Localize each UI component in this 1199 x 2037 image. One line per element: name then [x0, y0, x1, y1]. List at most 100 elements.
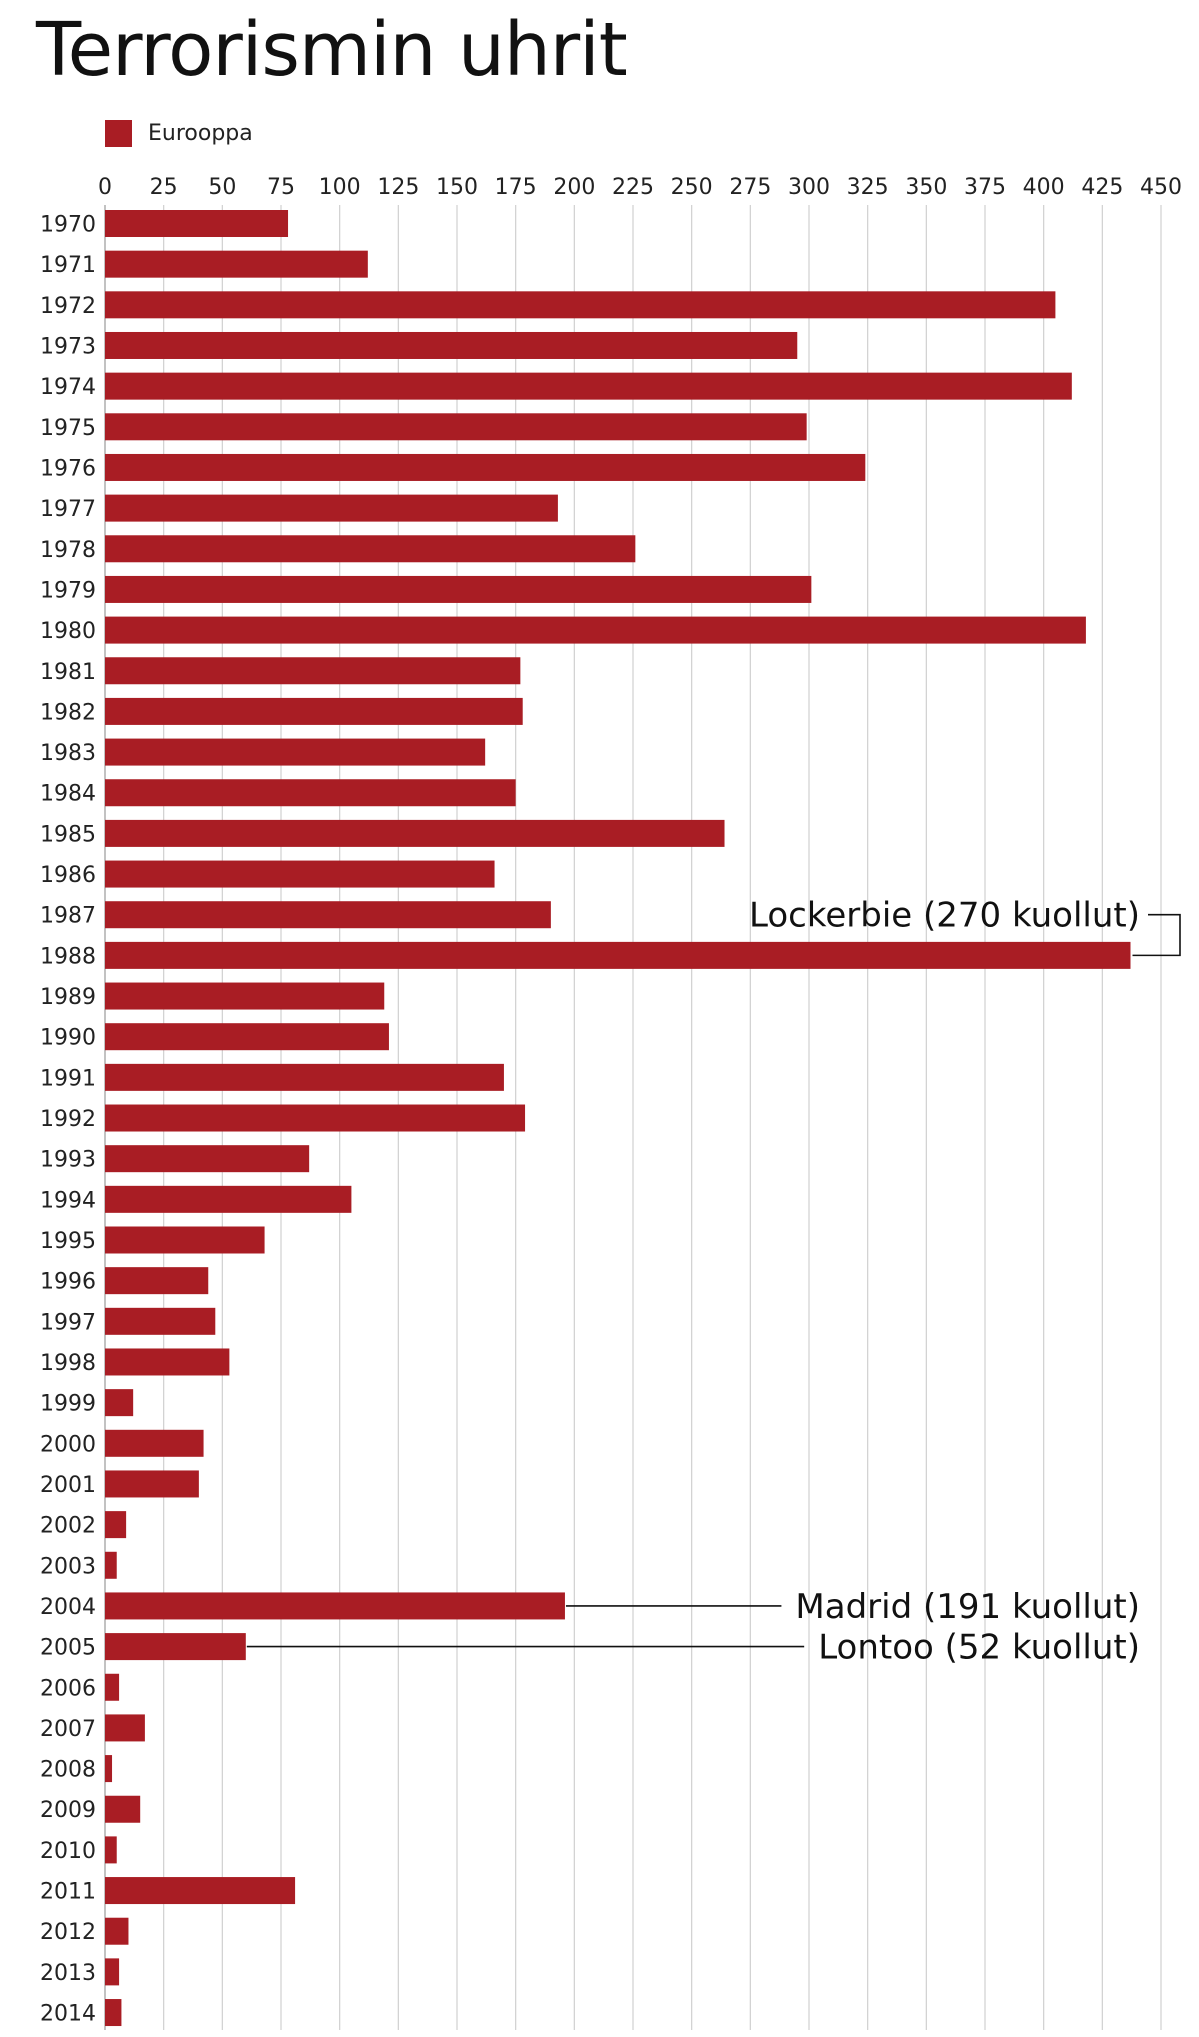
y-tick-label: 1974: [40, 375, 96, 400]
bar-2008: [105, 1755, 113, 1783]
bar-1992: [105, 1104, 526, 1132]
bar-1994: [105, 1185, 352, 1213]
bar-2003: [105, 1551, 117, 1579]
y-tick-label: 1996: [40, 1270, 96, 1295]
y-tick-label: 2004: [40, 1595, 96, 1620]
y-tick-label: 1991: [40, 1066, 96, 1091]
x-tick-label: 50: [208, 175, 236, 200]
y-tick-label: 1971: [40, 253, 96, 278]
x-tick-label: 375: [964, 175, 1006, 200]
y-tick-label: 2012: [40, 1920, 96, 1945]
x-tick-label: 175: [495, 175, 537, 200]
annotations: Lockerbie (270 kuollut) Madrid (191 kuoll…: [246, 896, 1181, 1668]
bar-1989: [105, 982, 385, 1010]
y-tick-label: 1987: [40, 904, 96, 929]
bar-1974: [105, 372, 1072, 400]
bar-1980: [105, 616, 1086, 644]
bar-2013: [105, 1958, 120, 1986]
legend: Eurooppa: [105, 120, 253, 147]
y-tick-label: 2009: [40, 1798, 96, 1823]
y-tick-label: 2001: [40, 1473, 96, 1498]
annotation-2005: Lontoo (52 kuollut): [818, 1628, 1140, 1668]
x-tick-label: 300: [788, 175, 830, 200]
x-tick-label: 400: [1023, 175, 1065, 200]
bar-2007: [105, 1714, 145, 1742]
y-tick-label: 1983: [40, 741, 96, 766]
bar-2009: [105, 1795, 141, 1823]
bar-1990: [105, 1023, 389, 1051]
y-tick-label: 1976: [40, 456, 96, 481]
y-tick-label: 1994: [40, 1188, 96, 1213]
y-tick-label: 2007: [40, 1717, 96, 1742]
y-tick-label: 1999: [40, 1392, 96, 1417]
bar-1998: [105, 1348, 230, 1376]
bar-1983: [105, 738, 486, 766]
bar-1971: [105, 250, 368, 278]
y-tick-label: 1970: [40, 213, 96, 238]
bars: [105, 210, 1131, 2027]
x-tick-label: 25: [150, 175, 178, 200]
y-tick-label: 1986: [40, 863, 96, 888]
y-tick-label: 2014: [40, 2002, 96, 2027]
y-tick-label: 1993: [40, 1148, 96, 1173]
bar-1997: [105, 1307, 216, 1335]
y-tick-label: 1989: [40, 985, 96, 1010]
bar-1973: [105, 331, 798, 359]
y-tick-label: 2002: [40, 1514, 96, 1539]
bar-2004: [105, 1592, 565, 1620]
bar-1976: [105, 453, 866, 481]
bar-1981: [105, 657, 521, 685]
y-tick-label: 1973: [40, 334, 96, 359]
legend-swatch: [105, 120, 132, 147]
bar-1975: [105, 413, 807, 441]
y-tick-label: 1980: [40, 619, 96, 644]
bar-1970: [105, 210, 289, 237]
annotation-leader-lockerbie: [1132, 913, 1181, 957]
annotation-2004: Madrid (191 kuollut): [795, 1587, 1140, 1627]
y-tick-label: 1975: [40, 416, 96, 441]
y-tick-label: 2000: [40, 1432, 96, 1457]
bar-1999: [105, 1389, 134, 1417]
bar-1972: [105, 291, 1056, 319]
y-tick-label: 1988: [40, 944, 96, 969]
y-tick-label: 1979: [40, 578, 96, 603]
x-tick-label: 275: [729, 175, 771, 200]
x-tick-label: 250: [671, 175, 713, 200]
bar-1984: [105, 779, 516, 807]
y-tick-label: 1984: [40, 782, 96, 807]
y-tick-label: 2005: [40, 1636, 96, 1661]
x-tick-label: 150: [436, 175, 478, 200]
bar-1987: [105, 901, 551, 929]
bar-2005: [105, 1633, 246, 1661]
y-tick-label: 1982: [40, 700, 96, 725]
bar-2014: [105, 1999, 122, 2027]
x-tick-label: 0: [98, 175, 112, 200]
bar-1982: [105, 697, 523, 725]
y-tick-label: 1978: [40, 538, 96, 563]
bar-1985: [105, 819, 725, 847]
y-tick-label: 1990: [40, 1026, 96, 1051]
y-tick-label: 2010: [40, 1839, 96, 1864]
y-tick-label: 2011: [40, 1880, 96, 1905]
bar-1979: [105, 575, 812, 603]
y-tick-label: 2013: [40, 1961, 96, 1986]
y-tick-label: 1997: [40, 1310, 96, 1335]
bar-1993: [105, 1145, 310, 1173]
y-tick-label: 1985: [40, 822, 96, 847]
y-tick-label: 1998: [40, 1351, 96, 1376]
bar-1995: [105, 1226, 265, 1254]
bar-2002: [105, 1511, 127, 1539]
bar-1977: [105, 494, 558, 522]
legend-label: Eurooppa: [148, 121, 253, 146]
x-tick-label: 450: [1140, 175, 1182, 200]
x-tick-label: 100: [319, 175, 361, 200]
y-tick-label: 1981: [40, 660, 96, 685]
bar-2006: [105, 1673, 120, 1701]
y-tick-label: 2006: [40, 1676, 96, 1701]
x-tick-label: 125: [377, 175, 419, 200]
bar-2010: [105, 1836, 117, 1864]
x-axis-ticks: 0 25 50 75 100 125 150 175 200 225 250 275 300 325 350…: [98, 175, 1182, 200]
annotation-lockerbie: Lockerbie (270 kuollut): [749, 896, 1140, 936]
bar-1986: [105, 860, 495, 888]
